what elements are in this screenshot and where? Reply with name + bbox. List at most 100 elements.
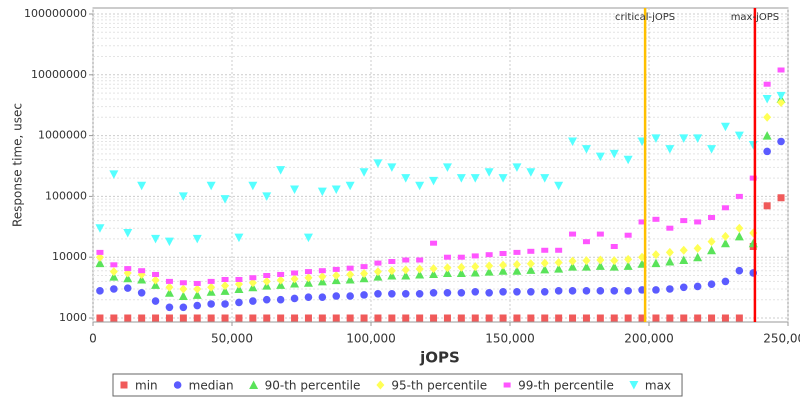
data-point [277, 271, 285, 277]
data-point [707, 280, 716, 288]
data-point [221, 281, 230, 291]
data-point [526, 265, 536, 274]
data-point [734, 131, 744, 141]
data-point [708, 214, 716, 220]
data-point [763, 112, 772, 122]
data-point [123, 273, 133, 283]
data-point [318, 293, 327, 301]
data-point [708, 314, 716, 322]
data-point [96, 314, 104, 322]
data-point [665, 256, 675, 266]
data-point [290, 274, 299, 284]
data-point [526, 168, 536, 177]
data-point [499, 314, 507, 322]
data-point [679, 283, 688, 292]
data-point [178, 192, 188, 201]
data-point [332, 314, 340, 322]
data-point [443, 314, 451, 322]
data-point [276, 166, 286, 175]
data-point [485, 252, 493, 258]
data-point [359, 168, 369, 177]
data-point [110, 314, 118, 322]
data-point [401, 271, 411, 280]
data-point [526, 259, 535, 269]
data-point [721, 231, 730, 241]
legend-label: 95-th percentile [391, 379, 487, 393]
data-point [457, 254, 465, 260]
data-point [235, 314, 243, 322]
data-point [345, 274, 355, 284]
data-point [430, 314, 438, 322]
plot-frame [92, 7, 789, 323]
data-point [262, 192, 272, 201]
data-point [249, 314, 257, 322]
data-point [484, 267, 494, 276]
data-point [124, 314, 132, 322]
data-point [291, 270, 299, 276]
data-point [374, 260, 382, 266]
data-point [401, 290, 410, 298]
data-point [443, 254, 451, 260]
marker [120, 381, 128, 389]
data-point [720, 122, 730, 132]
data-point [596, 314, 604, 322]
data-point [555, 314, 563, 322]
data-point [582, 239, 590, 245]
data-point [693, 282, 702, 291]
data-point [540, 287, 549, 296]
data-point [777, 194, 785, 202]
data-point [331, 185, 341, 194]
data-point [527, 314, 535, 322]
data-point [541, 314, 549, 322]
data-point [513, 287, 521, 296]
data-point [721, 314, 729, 322]
data-point [318, 268, 326, 274]
data-point [569, 231, 577, 237]
legend-item: 99-th percentile [503, 379, 614, 393]
data-point [680, 218, 688, 224]
data-point [318, 314, 326, 322]
data-point [429, 269, 439, 278]
data-point [151, 234, 161, 244]
data-point [609, 262, 619, 271]
data-point [415, 269, 425, 279]
data-point [624, 254, 633, 264]
data-point [95, 252, 104, 262]
data-point [471, 314, 479, 322]
data-point [652, 314, 660, 322]
data-point [249, 297, 257, 305]
data-point [527, 287, 535, 296]
data-point [624, 232, 632, 238]
data-point [360, 314, 368, 322]
data-point [359, 273, 369, 283]
data-point [582, 287, 591, 295]
data-point [221, 276, 229, 282]
data-point [651, 134, 661, 143]
legend-label: 90-th percentile [265, 379, 361, 393]
data-point [262, 276, 271, 286]
data-point [123, 284, 132, 292]
data-point [679, 245, 688, 255]
data-point [317, 187, 327, 197]
legend-label: median [189, 379, 234, 393]
data-point [221, 300, 229, 308]
marker [173, 381, 182, 389]
data-point [720, 238, 730, 248]
data-point [498, 174, 508, 183]
data-point [610, 314, 618, 322]
legend-label: 99-th percentile [518, 379, 614, 393]
data-point [777, 67, 785, 73]
data-point [763, 147, 771, 156]
data-point [554, 257, 563, 267]
x-tick-label: 0 [89, 332, 97, 346]
y-tick-label: 100000 [45, 189, 87, 202]
data-point [693, 134, 703, 143]
data-point [762, 94, 772, 104]
data-point [123, 229, 133, 238]
data-point [346, 314, 354, 322]
data-point [235, 298, 243, 307]
data-point [179, 303, 188, 312]
data-point [193, 314, 201, 322]
data-point [332, 292, 341, 300]
data-point [623, 155, 633, 165]
